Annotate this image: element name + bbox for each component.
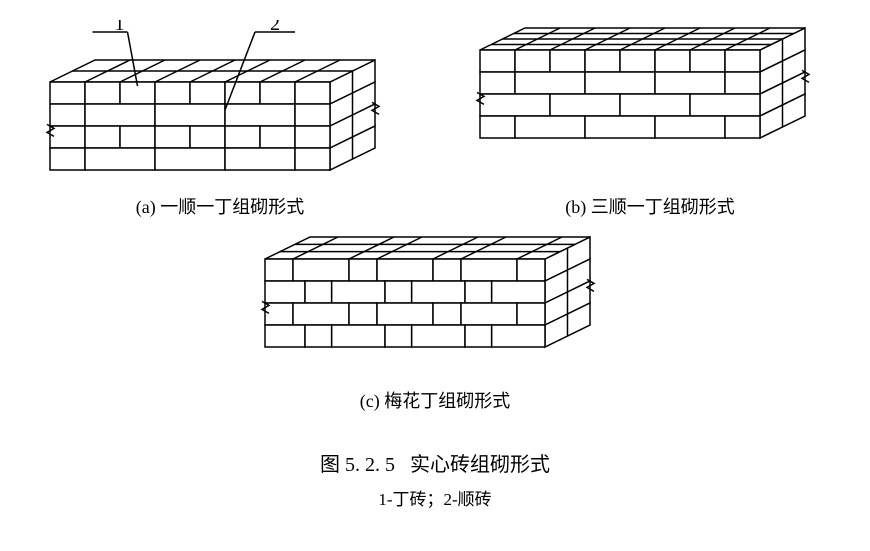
brick-diagram-a: 12 — [35, 20, 405, 185]
caption-b: (b) 三顺一丁组砌形式 — [565, 193, 735, 219]
svg-text:1: 1 — [115, 20, 125, 35]
caption-a: (a) 一顺一丁组砌形式 — [136, 193, 304, 219]
mid-row: (c) 梅花丁组砌形式 — [250, 229, 620, 413]
svg-text:2: 2 — [270, 20, 280, 35]
top-row: 12 (a) 一顺一丁组砌形式 (b) 三顺一丁组砌形式 — [35, 20, 835, 219]
brick-diagram-c — [250, 229, 620, 379]
figure-title: 实心砖组砌形式 — [410, 454, 550, 476]
panel-a: 12 (a) 一顺一丁组砌形式 — [35, 20, 405, 219]
figure-container: 12 (a) 一顺一丁组砌形式 (b) 三顺一丁组砌形式 (c) 梅花丁组砌形式… — [20, 20, 850, 510]
panel-c: (c) 梅花丁组砌形式 — [250, 229, 620, 413]
brick-diagram-b — [465, 20, 835, 185]
panel-b: (b) 三顺一丁组砌形式 — [465, 20, 835, 219]
caption-c: (c) 梅花丁组砌形式 — [360, 387, 510, 413]
figure-main-caption: 图 5. 2. 5 实心砖组砌形式 — [320, 448, 550, 477]
figure-number: 图 5. 2. 5 — [320, 454, 395, 476]
figure-legend: 1-丁砖；2-顺砖 — [378, 485, 491, 510]
